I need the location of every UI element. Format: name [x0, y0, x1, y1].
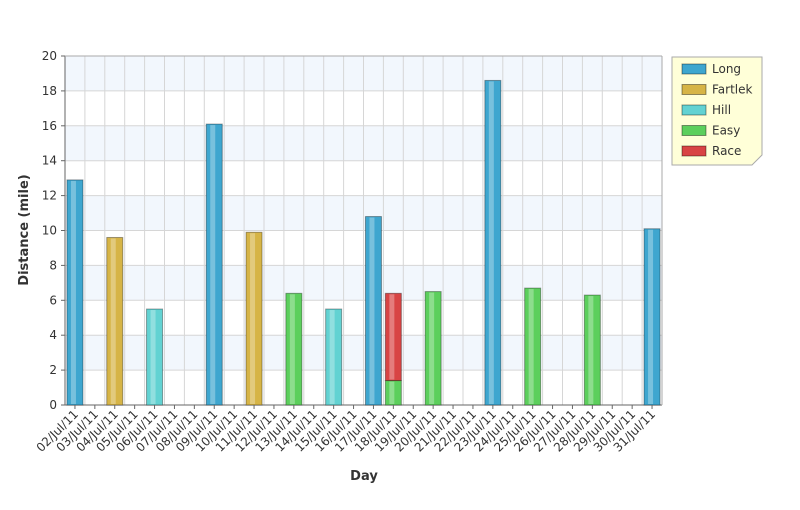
legend-swatch [681, 63, 707, 75]
bar-highlight [528, 289, 534, 404]
bar-highlight [150, 310, 156, 404]
legend-label: Hill [712, 103, 731, 117]
bar-highlight [648, 229, 654, 404]
bar-highlight [329, 310, 335, 404]
y-tick-label: 0 [49, 398, 57, 412]
legend-label: Race [712, 144, 741, 158]
y-tick-label: 10 [42, 224, 57, 238]
y-axis-label: Distance (mile) [17, 174, 32, 285]
bar-highlight [110, 238, 116, 404]
y-tick-label: 12 [42, 189, 57, 203]
y-tick-label: 2 [49, 363, 57, 377]
y-tick-label: 20 [42, 49, 57, 63]
x-axis-label: Day [350, 469, 378, 484]
bar-highlight [588, 296, 594, 404]
legend-swatch [681, 84, 707, 95]
legend-box [671, 56, 763, 166]
y-tick-label: 16 [42, 119, 57, 133]
bar-highlight [429, 292, 435, 404]
bar-highlight [210, 125, 216, 405]
legend-label: Easy [712, 124, 740, 138]
bar-highlight [70, 180, 76, 404]
bar-highlight [369, 217, 375, 404]
y-tick-label: 18 [42, 84, 57, 98]
legend-label: Long [712, 62, 741, 76]
legend-swatch [681, 125, 707, 136]
y-tick-label: 4 [49, 328, 57, 342]
legend-swatch [681, 145, 707, 157]
y-tick-label: 6 [49, 293, 57, 307]
bar-highlight [250, 233, 256, 404]
bar-highlight [488, 81, 494, 405]
legend-label: Fartlek [712, 83, 753, 97]
bar-highlight [389, 294, 395, 380]
y-tick-label: 8 [49, 258, 57, 272]
bar-highlight [389, 381, 395, 404]
y-tick-label: 14 [42, 154, 57, 168]
bar [384, 292, 402, 382]
bar-highlight [289, 294, 295, 404]
legend-swatch [681, 104, 707, 116]
